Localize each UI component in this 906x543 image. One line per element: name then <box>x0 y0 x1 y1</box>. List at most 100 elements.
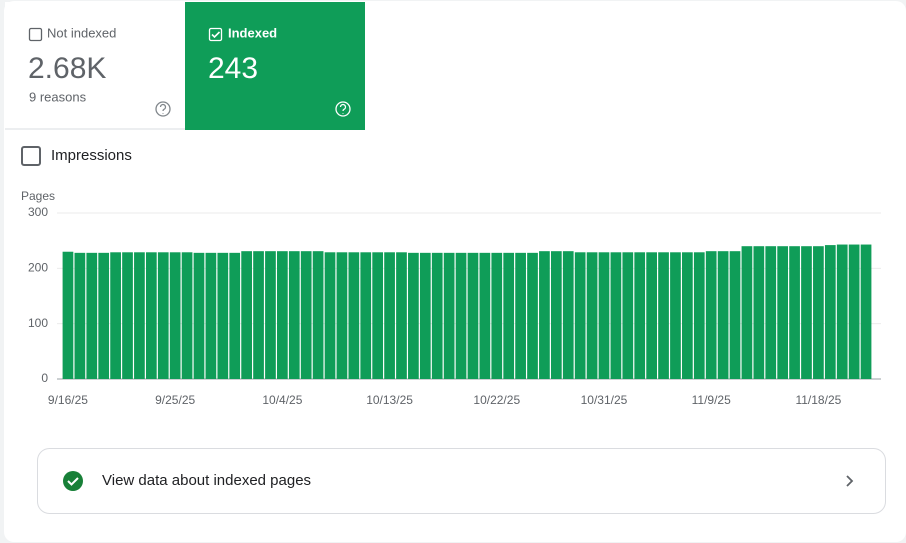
indexed-tab[interactable]: Indexed 243 <box>185 2 365 130</box>
bar <box>801 246 812 379</box>
bar <box>491 252 503 379</box>
not-indexed-tab[interactable]: Not indexed 2.68K 9 reasons <box>5 2 185 130</box>
card <box>4 1 906 542</box>
bar <box>122 252 133 379</box>
x-tick-label: 11/9/25 <box>692 393 731 407</box>
bar <box>277 251 288 379</box>
bar <box>74 252 86 379</box>
bar <box>312 251 324 379</box>
button-label: View data about indexed pages <box>102 472 311 489</box>
bar <box>598 252 610 379</box>
bar <box>98 252 110 379</box>
tab-sublabel: 9 reasons <box>29 89 87 104</box>
bar <box>467 252 479 379</box>
tab-label: Not indexed <box>47 25 116 40</box>
bar <box>813 246 824 379</box>
bar <box>741 246 753 379</box>
bar <box>693 252 705 379</box>
bar <box>848 244 860 379</box>
bar <box>193 252 205 379</box>
bar <box>300 251 312 379</box>
bar <box>682 252 693 379</box>
bar <box>360 252 372 379</box>
bar <box>777 246 789 379</box>
bar <box>408 252 419 379</box>
x-tick-label: 9/16/25 <box>48 393 88 407</box>
help-icon[interactable] <box>155 101 171 117</box>
bar <box>574 252 586 379</box>
bar <box>622 252 634 379</box>
help-glyph <box>159 103 167 114</box>
success-check <box>67 477 79 486</box>
bar <box>670 252 681 379</box>
bar <box>729 251 741 379</box>
bar <box>789 246 800 379</box>
bar <box>217 252 229 379</box>
bar <box>443 252 455 379</box>
bar <box>348 252 360 379</box>
view-data-button[interactable]: View data about indexed pages <box>37 448 886 514</box>
y-tick-label: 300 <box>28 205 48 219</box>
success-icon <box>63 471 83 491</box>
bar <box>562 251 574 379</box>
bar <box>860 244 872 379</box>
bar <box>288 251 300 379</box>
chevron <box>846 475 854 487</box>
x-tick-label: 10/13/25 <box>366 393 413 407</box>
bar <box>134 252 145 379</box>
bar <box>455 252 467 379</box>
y-axis-label: Pages <box>21 189 55 203</box>
bar <box>586 252 598 379</box>
help-icon[interactable] <box>335 101 351 117</box>
x-tick-label: 11/18/25 <box>795 393 841 407</box>
tab-label: Indexed <box>228 25 277 40</box>
bar <box>181 252 193 379</box>
bar <box>145 252 157 379</box>
checkbox <box>21 146 41 166</box>
bar <box>169 252 181 379</box>
x-tick-label: 10/22/25 <box>473 393 520 407</box>
bar <box>110 252 121 379</box>
bar <box>824 245 836 379</box>
bar <box>610 252 622 379</box>
bar <box>253 251 264 379</box>
bar <box>527 252 538 379</box>
bar <box>336 252 348 379</box>
bar <box>836 244 848 379</box>
bar <box>550 251 562 379</box>
bar <box>658 252 669 379</box>
bar <box>62 251 74 379</box>
bar <box>205 252 217 379</box>
bar <box>646 252 657 379</box>
tab-value: 243 <box>208 52 258 85</box>
check <box>211 31 221 39</box>
bar <box>503 252 515 379</box>
bar <box>324 252 336 379</box>
bar <box>515 252 526 379</box>
y-tick-label: 200 <box>28 261 48 275</box>
bar <box>431 252 443 379</box>
impressions-toggle[interactable]: Impressions <box>21 146 132 166</box>
bar <box>717 251 729 379</box>
bar <box>753 246 765 379</box>
y-tick-label: 0 <box>41 371 48 385</box>
y-tick-label: 100 <box>28 316 48 330</box>
bar <box>241 251 252 379</box>
chart: 0 100 200 300 9/16/25 9/25/25 10/4/25 10/13/25 1… <box>28 205 881 407</box>
bar <box>765 246 777 379</box>
tab-bg <box>185 2 365 130</box>
bar <box>634 252 646 379</box>
checkbox <box>28 27 43 42</box>
bar <box>539 251 550 379</box>
help-glyph <box>339 103 347 114</box>
x-tick-label: 10/31/25 <box>581 393 628 407</box>
bar <box>384 252 395 379</box>
tab-bg <box>5 2 185 129</box>
bar <box>86 252 98 379</box>
bar <box>372 252 384 379</box>
bar <box>265 251 276 379</box>
tab-value: 2.68K <box>28 52 106 85</box>
bar <box>479 252 491 379</box>
